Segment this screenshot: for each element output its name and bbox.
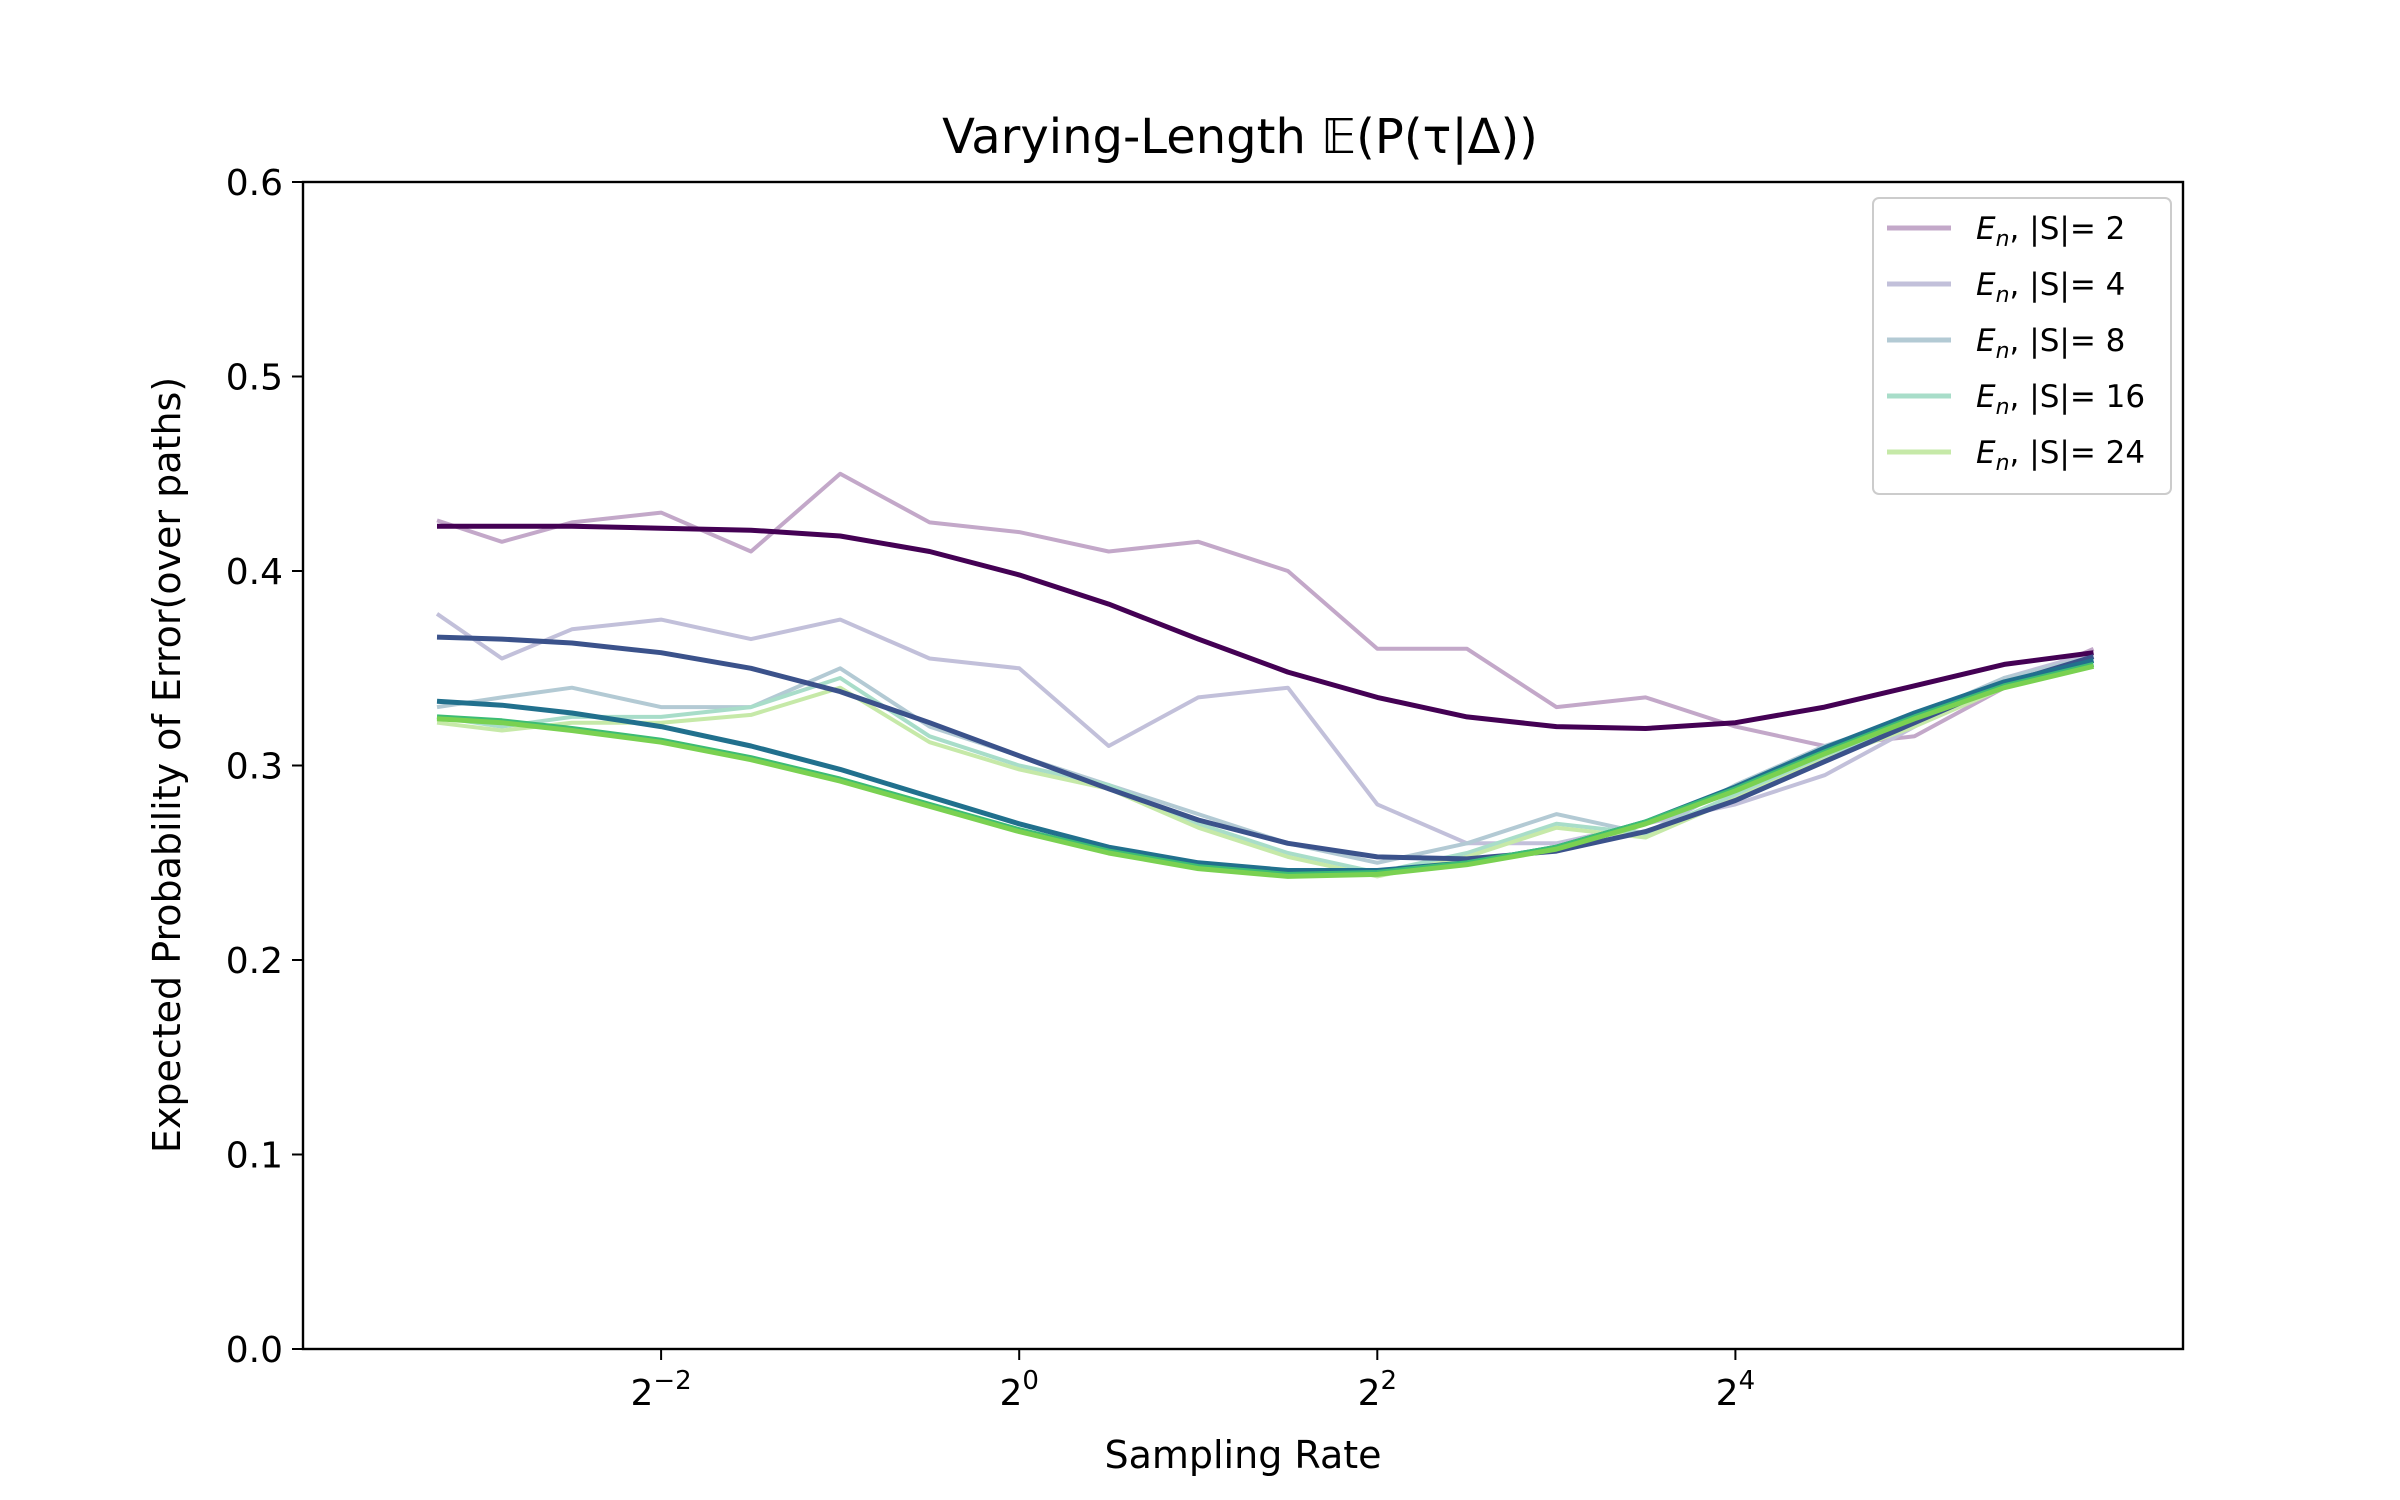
y-tick-label: 0.6 bbox=[226, 163, 283, 204]
legend-label: En, |S|= 24 bbox=[1976, 435, 2145, 476]
legend-label: En, |S|= 8 bbox=[1976, 323, 2125, 364]
chart-title: Varying-Length 𝔼(P(τ|Δ)) bbox=[942, 109, 1538, 165]
y-tick-label: 0.3 bbox=[226, 747, 283, 788]
x-tick-label: 2−2 bbox=[630, 1366, 691, 1414]
series-2-fit-line bbox=[436, 658, 2095, 873]
legend-label: En, |S|= 2 bbox=[1976, 211, 2125, 252]
y-tick-label: 0.0 bbox=[226, 1330, 283, 1371]
legend-label: En, |S|= 16 bbox=[1976, 379, 2145, 420]
series-0-raw-line bbox=[436, 471, 2095, 748]
legend-box bbox=[1872, 197, 2172, 495]
x-axis-label: Sampling Rate bbox=[1104, 1433, 1381, 1477]
y-tick-label: 0.5 bbox=[226, 358, 283, 399]
y-axis-label: Expected Probability of Error(over paths… bbox=[145, 377, 189, 1153]
x-axis: 2−2 20 22 24 bbox=[630, 1349, 1755, 1414]
series-4-fit-line bbox=[436, 663, 2095, 879]
series-layer bbox=[435, 471, 2095, 879]
series-0-fit-line bbox=[437, 523, 2094, 731]
series-1-fit-line bbox=[436, 634, 2095, 862]
legend: En, |S|= 2 En, |S|= 4 En, |S|= 8 En, |S|= 1… bbox=[1872, 197, 2172, 495]
x-tick-label: 22 bbox=[1358, 1366, 1397, 1414]
y-tick-label: 0.4 bbox=[226, 552, 283, 593]
x-tick-label: 24 bbox=[1716, 1366, 1755, 1414]
y-axis: 0.0 0.1 0.2 0.3 0.4 0.5 0.6 bbox=[226, 163, 303, 1371]
x-tick-label: 20 bbox=[999, 1366, 1038, 1414]
series-1-raw-line bbox=[435, 612, 2095, 846]
legend-label: En, |S|= 4 bbox=[1976, 267, 2125, 308]
y-tick-label: 0.1 bbox=[226, 1136, 283, 1177]
y-tick-label: 0.2 bbox=[226, 941, 283, 982]
